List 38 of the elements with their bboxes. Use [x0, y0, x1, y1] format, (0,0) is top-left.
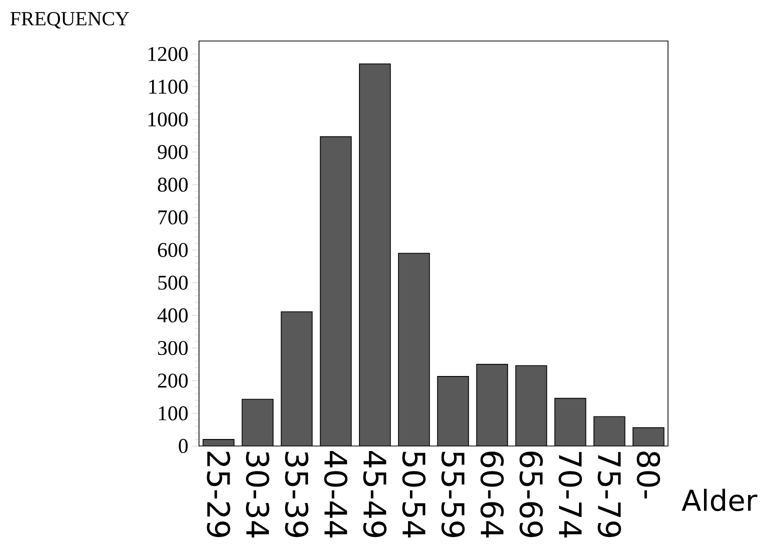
bar	[632, 427, 664, 446]
x-axis-title: Alder	[682, 488, 758, 512]
x-tick-label: 70-74	[558, 452, 582, 538]
y-axis-title: FREQUENCY	[10, 12, 129, 28]
x-tick-label: 80-	[636, 452, 660, 498]
x-tick-label: 60-64	[480, 452, 504, 538]
y-tick-label: 600	[158, 242, 188, 258]
y-tick-label: 500	[158, 276, 188, 290]
y-tick-label: 1100	[149, 80, 188, 94]
x-tick-label: 55-59	[441, 452, 465, 538]
y-tick-label: 300	[158, 340, 188, 356]
bar	[438, 376, 469, 446]
x-tick-label: 50-54	[402, 452, 426, 538]
y-tick-label: 900	[158, 144, 188, 160]
y-tick-label: 700	[158, 210, 188, 224]
y-tick-label: 100	[158, 406, 188, 420]
bar	[281, 312, 312, 446]
y-tick-label: 200	[158, 374, 188, 388]
x-tick-label: 40-44	[324, 451, 348, 538]
x-tick-label: 35-39	[285, 452, 308, 538]
bar	[554, 398, 586, 446]
bar	[516, 366, 547, 446]
y-tick-label: 400	[158, 308, 188, 322]
x-tick-label: 75-79	[598, 452, 622, 538]
x-tick-label: 30-34	[246, 452, 270, 538]
y-tick-label: 1200	[148, 46, 188, 62]
x-tick-label: 45-49	[363, 451, 387, 538]
x-tick-label: 65-69	[520, 452, 543, 538]
bar	[398, 253, 430, 446]
bar	[476, 364, 508, 446]
x-tick-label: 25-29	[206, 452, 230, 538]
bar	[594, 416, 625, 446]
bar	[320, 136, 352, 446]
y-tick-label: 800	[158, 178, 188, 192]
bar	[242, 399, 274, 446]
bar	[359, 64, 390, 446]
y-tick-label: 1000	[148, 112, 188, 126]
y-tick-label: 0	[178, 438, 188, 454]
